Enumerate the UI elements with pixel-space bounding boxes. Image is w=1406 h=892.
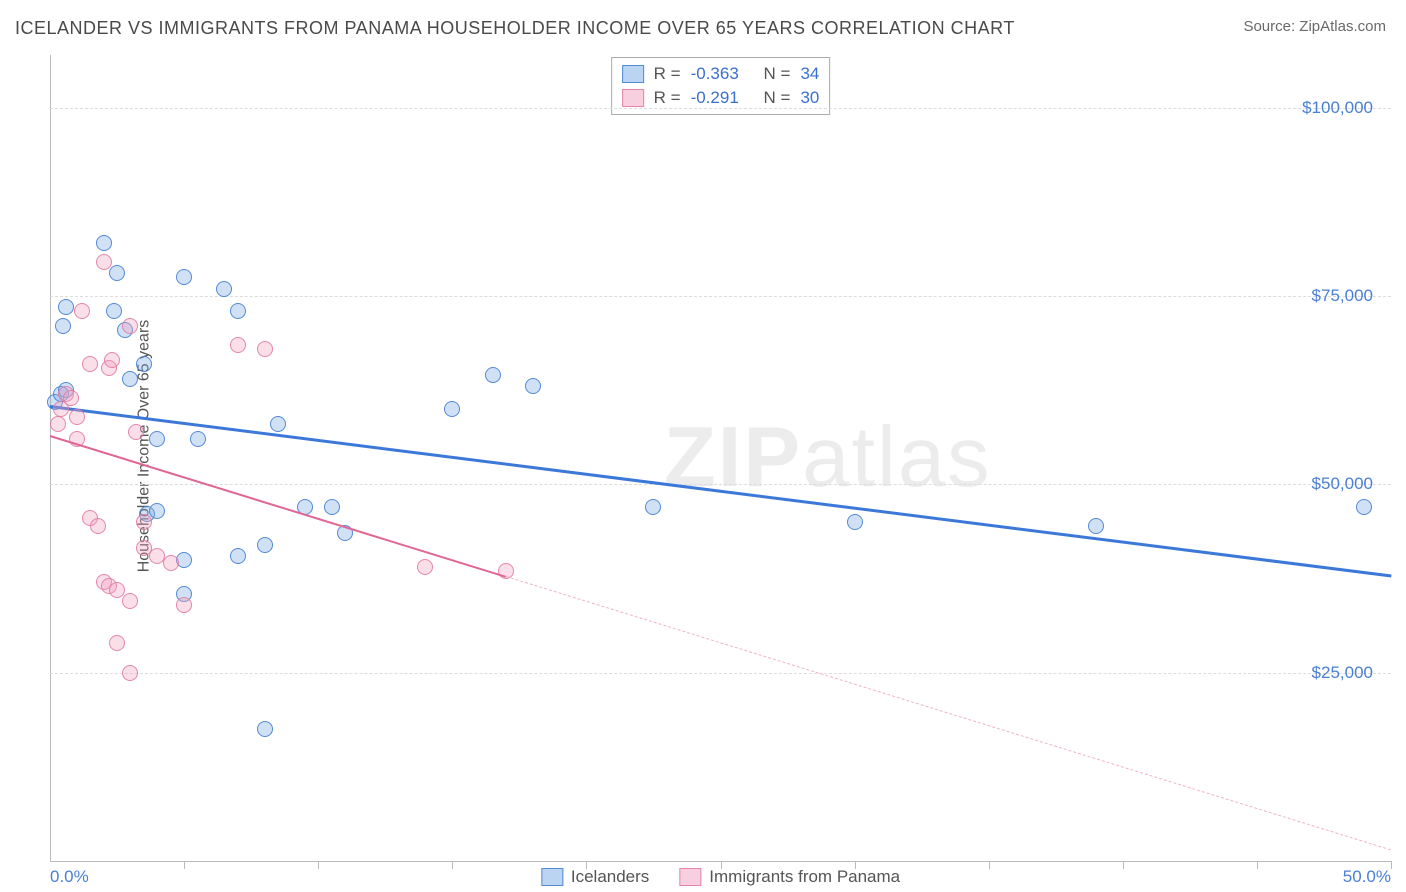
y-tick-label: $25,000	[1312, 663, 1373, 683]
y-tick-label: $50,000	[1312, 474, 1373, 494]
data-point-icelanders	[324, 499, 340, 515]
r-label: R =	[654, 86, 681, 110]
trendline-icelanders	[50, 405, 1391, 577]
data-point-panama	[69, 409, 85, 425]
data-point-icelanders	[122, 371, 138, 387]
data-point-icelanders	[176, 552, 192, 568]
r-label: R =	[654, 62, 681, 86]
chart-plot-area: ZIPatlas R = -0.363 N = 34 R = -0.291 N …	[50, 55, 1391, 862]
data-point-panama	[230, 337, 246, 353]
data-point-panama	[82, 356, 98, 372]
data-point-panama	[50, 416, 66, 432]
swatch-panama-icon	[622, 89, 644, 107]
data-point-icelanders	[525, 378, 541, 394]
data-point-panama	[109, 635, 125, 651]
x-tick	[855, 861, 856, 869]
y-tick-label: $75,000	[1312, 286, 1373, 306]
data-point-icelanders	[257, 537, 273, 553]
data-point-icelanders	[109, 265, 125, 281]
x-tick	[1123, 861, 1124, 869]
source-label: Source: ZipAtlas.com	[1243, 18, 1386, 35]
legend-label-panama: Immigrants from Panama	[709, 867, 900, 887]
data-point-panama	[122, 665, 138, 681]
data-point-icelanders	[55, 318, 71, 334]
data-point-panama	[74, 303, 90, 319]
data-point-icelanders	[257, 721, 273, 737]
data-point-icelanders	[1356, 499, 1372, 515]
data-point-panama	[122, 318, 138, 334]
data-point-panama	[128, 424, 144, 440]
trendline-panama-extrapolated	[506, 576, 1391, 850]
n-value-panama: 30	[800, 86, 819, 110]
data-point-icelanders	[230, 303, 246, 319]
data-point-panama	[104, 352, 120, 368]
data-point-icelanders	[96, 235, 112, 251]
x-tick	[721, 861, 722, 869]
x-tick	[1391, 861, 1392, 869]
x-axis-min-label: 0.0%	[50, 867, 89, 887]
x-tick	[318, 861, 319, 869]
data-point-icelanders	[645, 499, 661, 515]
x-tick	[184, 861, 185, 869]
data-point-icelanders	[1088, 518, 1104, 534]
data-point-icelanders	[216, 281, 232, 297]
legend-row-icelanders: R = -0.363 N = 34	[622, 62, 820, 86]
legend-item-panama: Immigrants from Panama	[679, 867, 900, 887]
r-value-icelanders: -0.363	[691, 62, 739, 86]
data-point-icelanders	[270, 416, 286, 432]
data-point-panama	[90, 518, 106, 534]
data-point-icelanders	[149, 503, 165, 519]
correlation-legend: R = -0.363 N = 34 R = -0.291 N = 30	[611, 57, 831, 115]
gridline-h	[50, 108, 1391, 109]
y-axis-line	[50, 55, 51, 861]
watermark: ZIPatlas	[664, 409, 992, 507]
data-point-icelanders	[485, 367, 501, 383]
gridline-h	[50, 296, 1391, 297]
data-point-panama	[417, 559, 433, 575]
data-point-panama	[96, 254, 112, 270]
r-value-panama: -0.291	[691, 86, 739, 110]
data-point-panama	[122, 593, 138, 609]
data-point-panama	[163, 555, 179, 571]
x-tick	[452, 861, 453, 869]
data-point-panama	[109, 582, 125, 598]
swatch-icelanders-icon	[622, 65, 644, 83]
chart-title: ICELANDER VS IMMIGRANTS FROM PANAMA HOUS…	[15, 18, 1015, 39]
x-axis-max-label: 50.0%	[1343, 867, 1391, 887]
data-point-panama	[176, 597, 192, 613]
x-tick	[989, 861, 990, 869]
gridline-h	[50, 484, 1391, 485]
data-point-icelanders	[149, 431, 165, 447]
data-point-icelanders	[106, 303, 122, 319]
swatch-icelanders-icon	[541, 868, 563, 886]
data-point-panama	[63, 390, 79, 406]
y-tick-label: $100,000	[1302, 98, 1373, 118]
n-value-icelanders: 34	[800, 62, 819, 86]
watermark-light: atlas	[802, 410, 992, 505]
legend-row-panama: R = -0.291 N = 30	[622, 86, 820, 110]
n-label: N =	[764, 86, 791, 110]
data-point-panama	[136, 540, 152, 556]
data-point-panama	[257, 341, 273, 357]
x-tick	[1257, 861, 1258, 869]
legend-item-icelanders: Icelanders	[541, 867, 649, 887]
data-point-icelanders	[136, 356, 152, 372]
series-legend: Icelanders Immigrants from Panama	[541, 867, 900, 887]
data-point-icelanders	[176, 269, 192, 285]
swatch-panama-icon	[679, 868, 701, 886]
data-point-icelanders	[190, 431, 206, 447]
data-point-icelanders	[847, 514, 863, 530]
n-label: N =	[764, 62, 791, 86]
data-point-icelanders	[230, 548, 246, 564]
data-point-panama	[136, 514, 152, 530]
gridline-h	[50, 673, 1391, 674]
data-point-icelanders	[58, 299, 74, 315]
data-point-icelanders	[444, 401, 460, 417]
legend-label-icelanders: Icelanders	[571, 867, 649, 887]
x-tick	[586, 861, 587, 869]
